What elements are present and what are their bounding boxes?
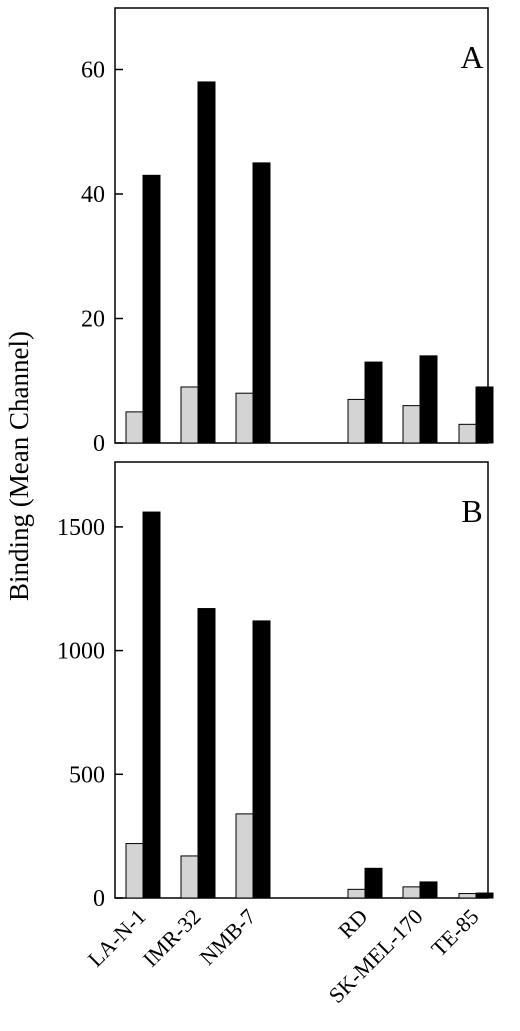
y-axis-label: Binding (Mean Channel) bbox=[4, 331, 34, 601]
panel-a-bar-nmb-7-s2 bbox=[252, 162, 271, 444]
x-tick-label-te-85: TE-85 bbox=[426, 904, 483, 961]
panel-b-bar-rd-s1 bbox=[347, 888, 366, 899]
panel-b-bar-rd-s2 bbox=[364, 867, 383, 899]
panel-b: 0 500 1000 1500 B bbox=[57, 461, 494, 912]
panel-a-bar-sk-mel-170-s2 bbox=[419, 355, 438, 444]
panel-a-bar-imr-32-s2 bbox=[197, 81, 216, 444]
panel-b-ytick-label-1500: 1500 bbox=[57, 515, 105, 541]
panel-a-ytick-label-40: 40 bbox=[81, 182, 105, 208]
panel-a-ytick-label-60: 60 bbox=[81, 58, 105, 84]
panel-b-ytick-label-500: 500 bbox=[69, 762, 105, 788]
panel-b-bar-sk-mel-170-s2 bbox=[419, 881, 438, 899]
panel-b-bar-te-85-s1 bbox=[458, 893, 477, 899]
panel-a-bar-imr-32-s1 bbox=[180, 386, 199, 444]
panel-a-bar-nmb-7-s1 bbox=[235, 392, 254, 444]
panel-b-bar-imr-32-s1 bbox=[180, 855, 199, 899]
panel-a-label: A bbox=[460, 39, 483, 75]
panel-a-bar-rd-s1 bbox=[347, 398, 366, 444]
panel-a-frame bbox=[114, 7, 489, 444]
panel-a-bar-la-n-1-s1 bbox=[125, 411, 144, 444]
panel-a-bar-la-n-1-s2 bbox=[142, 174, 161, 444]
panel-a-bar-sk-mel-170-s1 bbox=[402, 405, 421, 444]
panel-b-bar-imr-32-s2 bbox=[197, 608, 216, 899]
x-tick-label-imr-32: IMR-32 bbox=[138, 904, 206, 972]
panel-a: 0 20 40 60 A bbox=[81, 7, 494, 457]
panel-b-ytick-label-1000: 1000 bbox=[57, 639, 105, 665]
panel-b-label: B bbox=[461, 493, 482, 529]
panel-a-bar-te-85-s1 bbox=[458, 423, 477, 444]
panel-a-bar-rd-s2 bbox=[364, 361, 383, 444]
x-tick-label-la-n-1: LA-N-1 bbox=[83, 904, 151, 972]
panel-b-bar-nmb-7-s2 bbox=[252, 620, 271, 899]
panel-b-bar-la-n-1-s1 bbox=[125, 843, 144, 899]
panel-b-frame bbox=[114, 461, 489, 899]
panel-b-bar-nmb-7-s1 bbox=[235, 813, 254, 899]
panel-b-ytick-label-0: 0 bbox=[93, 886, 105, 912]
panel-a-ytick-label-0: 0 bbox=[93, 431, 105, 457]
panel-a-bar-te-85-s2 bbox=[475, 386, 494, 444]
panel-b-bar-te-85-s2 bbox=[475, 892, 494, 899]
panel-b-bar-la-n-1-s2 bbox=[142, 511, 161, 899]
panel-b-bar-sk-mel-170-s1 bbox=[402, 886, 421, 899]
x-tick-label-nmb-7: NMB-7 bbox=[194, 904, 260, 970]
x-tick-label-rd: RD bbox=[333, 904, 372, 943]
panel-a-ytick-label-20: 20 bbox=[81, 307, 105, 333]
